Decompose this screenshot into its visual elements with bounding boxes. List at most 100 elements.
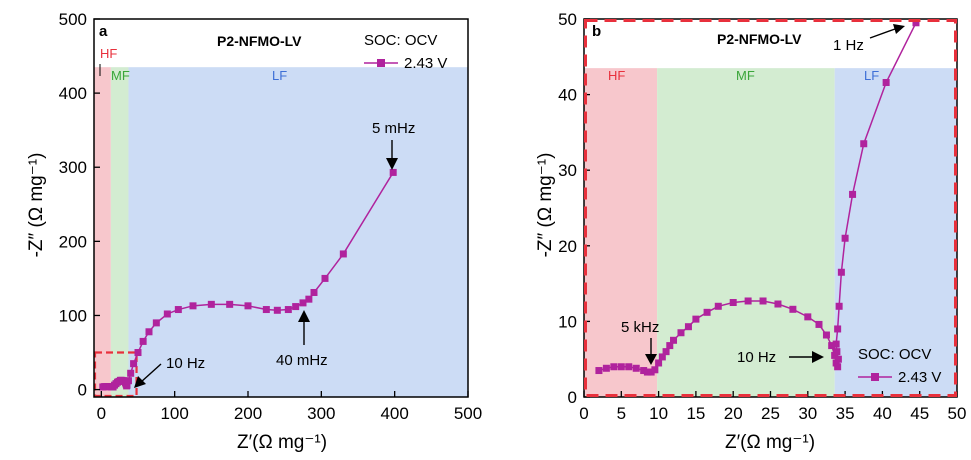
region-hf-a: [94, 67, 111, 398]
x-axis-label-a: Z′(Ω mg⁻¹): [237, 432, 327, 453]
y-tick-label: 10: [558, 312, 577, 331]
data-point: [666, 342, 674, 350]
data-point: [617, 363, 625, 371]
data-point: [292, 303, 300, 311]
annotation-10hz-a: 10 Hz: [134, 355, 205, 388]
panel-letter-a: a: [99, 23, 108, 40]
legend-label-b: 2.43 V: [898, 369, 941, 386]
annotation-text-5mhz: 5 mHz: [372, 120, 415, 137]
data-point: [729, 299, 737, 306]
data-point: [655, 359, 663, 367]
x-tick-label: 30: [798, 404, 817, 423]
region-label-hf-a: HF: [100, 46, 117, 61]
data-point: [912, 19, 920, 27]
arrowhead-icon: [893, 24, 905, 34]
data-point: [882, 79, 890, 87]
data-point: [804, 313, 812, 321]
series-points-a: [99, 168, 397, 391]
data-point: [339, 250, 347, 258]
x-tick-label: 15: [686, 404, 705, 423]
data-point: [226, 300, 234, 308]
data-point: [860, 140, 868, 148]
data-point: [640, 367, 648, 375]
y-tick-label: 50: [558, 10, 577, 29]
data-point: [189, 302, 197, 310]
x-axis-label-b: Z′(Ω mg⁻¹): [725, 432, 815, 453]
x-tick-label: 0: [579, 404, 588, 423]
chart-title-a: P2-NFMO-LV: [217, 33, 302, 49]
data-point: [124, 377, 132, 385]
data-point: [273, 306, 281, 314]
legend-b: 2.43 V: [858, 369, 941, 386]
plot-frame-a: [93, 18, 469, 398]
data-point: [834, 363, 842, 371]
arrowhead-icon: [386, 158, 398, 170]
region-label-lf-a: LF: [272, 68, 287, 83]
data-point: [174, 306, 182, 314]
data-point: [833, 348, 841, 356]
data-point: [828, 342, 836, 350]
y-tick-label: 0: [78, 381, 87, 400]
data-point: [152, 319, 160, 327]
x-tick-label: 10: [649, 404, 668, 423]
data-point: [832, 359, 840, 367]
panel-a: 0 100 200 300 400 500 0 100 200 300 400 500 a P2-NF…: [26, 10, 482, 453]
data-point: [389, 168, 397, 176]
data-point: [714, 302, 722, 310]
data-point: [284, 306, 292, 314]
data-point: [134, 349, 142, 357]
soc-label-a: SOC: OCV: [364, 32, 437, 49]
ticks-a: 0 100 200 300 400 500 0 100 200 300 400 500: [59, 10, 483, 423]
y-axis-label-a: -Z″ (Ω mg⁻¹): [26, 153, 47, 258]
x-tick-label: 20: [724, 404, 743, 423]
data-point: [835, 302, 843, 310]
x-tick-label: 500: [454, 404, 482, 423]
y-tick-label: 20: [558, 237, 577, 256]
y-tick-label: 30: [558, 161, 577, 180]
annotation-1hz: 1 Hz: [833, 24, 905, 54]
annotation-5khz: 5 kHz: [621, 319, 659, 365]
annotation-40mhz: 40 mHz: [276, 310, 328, 369]
zoom-inset-box: [93, 351, 138, 398]
data-point: [834, 325, 842, 333]
region-label-mf-a: MF: [111, 68, 130, 83]
annotation-5mhz: 5 mHz: [372, 120, 415, 170]
data-point: [299, 299, 307, 307]
data-point: [658, 353, 666, 361]
region-mf-a: [110, 67, 129, 398]
data-point: [815, 320, 823, 328]
soc-label-b: SOC: OCV: [858, 346, 931, 363]
arrow-icon: [140, 363, 162, 383]
series-points-b: [595, 19, 920, 376]
x-tick-label: 0: [97, 404, 106, 423]
annotation-text-10hz-b: 10 Hz: [737, 349, 776, 366]
x-tick-label: 40: [873, 404, 892, 423]
data-point: [310, 288, 318, 296]
data-point: [610, 363, 618, 371]
y-tick-label: 400: [59, 84, 87, 103]
data-point: [139, 337, 147, 345]
y-tick-label: 300: [59, 158, 87, 177]
y-tick-label: 0: [568, 388, 577, 407]
x-tick-label: 5: [617, 404, 626, 423]
data-point: [127, 369, 135, 377]
data-point: [849, 190, 857, 198]
data-point: [305, 295, 313, 303]
x-tick-label: 200: [234, 404, 262, 423]
region-label-lf-b: LF: [864, 68, 879, 83]
data-point: [677, 329, 685, 337]
data-point: [841, 234, 849, 242]
x-tick-label: 300: [307, 404, 335, 423]
x-tick-label: 45: [910, 404, 929, 423]
x-tick-label: 35: [836, 404, 855, 423]
annotation-text-1hz: 1 Hz: [833, 37, 864, 54]
region-hf-b: [584, 68, 658, 397]
region-lf-b: [834, 68, 957, 397]
data-point: [262, 306, 270, 314]
data-point: [163, 310, 171, 318]
data-point: [684, 323, 692, 331]
data-point: [703, 308, 711, 316]
data-point: [595, 367, 603, 375]
data-point: [822, 331, 830, 339]
